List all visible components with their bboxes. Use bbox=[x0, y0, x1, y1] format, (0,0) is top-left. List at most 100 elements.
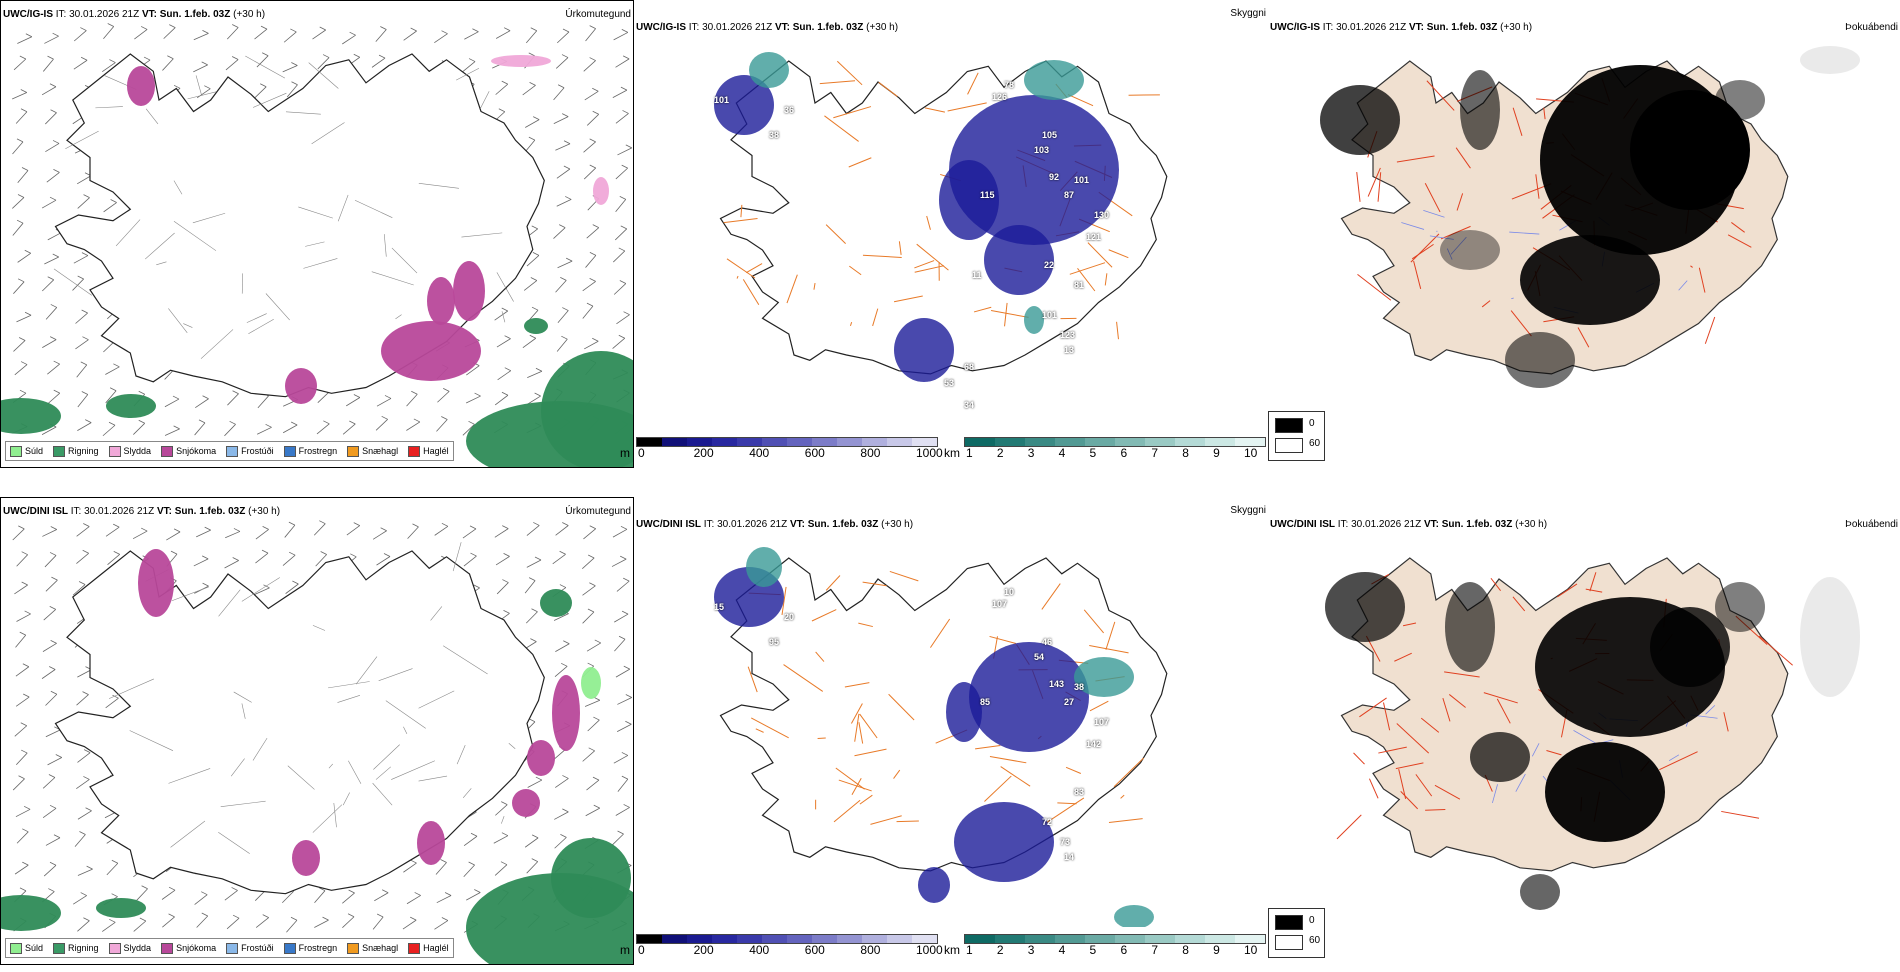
colorbar-tick: 5 bbox=[1090, 943, 1097, 957]
visibility-value-label: 38 bbox=[769, 130, 779, 140]
visibility-value-label: 92 bbox=[1049, 172, 1059, 182]
precip-type-map: UWC/IG-IS IT: 30.01.2026 21Z VT: Sun. 1.… bbox=[0, 0, 634, 468]
road-line bbox=[737, 276, 738, 278]
visibility-value-label: 78 bbox=[1004, 80, 1014, 90]
colorbar-tick: 1000 bbox=[916, 446, 943, 460]
wind-barb bbox=[555, 141, 570, 151]
legend-swatch bbox=[284, 943, 296, 954]
fog-area bbox=[1320, 85, 1400, 155]
fog-area bbox=[1545, 742, 1665, 842]
wind-barb bbox=[225, 558, 239, 569]
visibility-value-label: 105 bbox=[1042, 130, 1057, 140]
wind-barb bbox=[78, 391, 88, 407]
fog-area bbox=[1520, 235, 1660, 325]
colorbar-tick: 1 bbox=[966, 943, 973, 957]
wind-barb bbox=[106, 524, 119, 536]
wind-barb bbox=[523, 335, 536, 347]
wind-barb bbox=[584, 139, 596, 152]
wind-barb bbox=[342, 914, 354, 928]
road-line bbox=[196, 75, 201, 94]
colorbar-unit: km bbox=[944, 446, 960, 460]
wind-barb bbox=[166, 529, 180, 540]
wind-barb bbox=[16, 750, 27, 765]
wind-barb bbox=[616, 56, 630, 67]
colorbar-tick: 600 bbox=[805, 943, 825, 957]
wind-barb bbox=[495, 308, 508, 320]
legend-label: Frostúði bbox=[241, 446, 274, 456]
legend-item: Frostregn bbox=[284, 943, 338, 954]
road-line bbox=[826, 575, 840, 590]
wind-barb bbox=[617, 578, 629, 591]
precip-area bbox=[1, 895, 61, 931]
wind-barb bbox=[257, 53, 268, 67]
wind-barb bbox=[555, 775, 568, 787]
wind-barb bbox=[555, 834, 567, 848]
legend-label: Snjókoma bbox=[176, 446, 216, 456]
precip-area bbox=[1, 398, 61, 434]
legend-swatch bbox=[347, 943, 359, 954]
wind-barb bbox=[614, 611, 628, 622]
precip-area bbox=[96, 898, 146, 918]
wind-barb bbox=[227, 24, 238, 39]
wind-barb bbox=[497, 580, 508, 594]
wind-barb bbox=[284, 29, 296, 42]
colorbar-tick: 1000 bbox=[916, 943, 943, 957]
legend-item: Snjókoma bbox=[161, 446, 216, 457]
wind-barb bbox=[12, 139, 22, 154]
wind-barb bbox=[133, 528, 147, 539]
visibility-value-label: 53 bbox=[944, 378, 954, 388]
wind-barb bbox=[73, 893, 86, 905]
visibility-value-label: 22 bbox=[1044, 260, 1054, 270]
wind-barb bbox=[525, 835, 538, 847]
wind-barb bbox=[16, 664, 29, 676]
wind-barb bbox=[133, 420, 144, 434]
precip-area bbox=[552, 675, 580, 751]
visibility-value-label: 38 bbox=[1074, 682, 1084, 692]
wind-barb bbox=[556, 523, 569, 536]
wind-barb bbox=[526, 609, 537, 623]
wind-barb bbox=[17, 552, 28, 567]
road-line bbox=[1337, 815, 1361, 839]
wind-barb bbox=[13, 776, 24, 790]
wind-barb bbox=[616, 312, 629, 324]
ceiling-area bbox=[894, 318, 954, 382]
wind-barb bbox=[43, 640, 57, 651]
wind-barb bbox=[46, 304, 57, 319]
forecast-row: UWC/IG-IS IT: 30.01.2026 21Z VT: Sun. 1.… bbox=[0, 0, 1900, 475]
wind-barb bbox=[407, 391, 418, 406]
legend-swatch bbox=[226, 943, 238, 954]
wind-barb bbox=[342, 32, 355, 44]
wind-barb bbox=[554, 809, 568, 820]
visibility-value-label: 103 bbox=[1034, 145, 1049, 155]
wind-barb bbox=[13, 220, 23, 235]
wind-barb bbox=[17, 829, 28, 843]
wind-barb bbox=[317, 421, 329, 434]
wind-barb bbox=[16, 109, 27, 124]
visibility-value-label: 83 bbox=[1074, 787, 1084, 797]
wind-barb bbox=[283, 62, 298, 71]
legend-label: Slydda bbox=[124, 446, 152, 456]
road-line bbox=[1369, 779, 1378, 799]
wind-barb bbox=[615, 226, 627, 240]
fog-area bbox=[1470, 732, 1530, 782]
wind-barb bbox=[226, 57, 238, 70]
visibility-value-label: 72 bbox=[1042, 817, 1052, 827]
wind-barb bbox=[107, 860, 118, 875]
wind-barb bbox=[403, 917, 416, 929]
visibility-value-label: 36 bbox=[784, 105, 794, 115]
wind-barb bbox=[78, 808, 92, 819]
legend-swatch bbox=[53, 446, 65, 457]
colorbar-tick: 200 bbox=[694, 943, 714, 957]
road-line bbox=[1117, 322, 1119, 339]
legend-swatch bbox=[161, 943, 173, 954]
ceiling-area bbox=[946, 682, 982, 742]
colorbar-tick: 10 bbox=[1244, 446, 1257, 460]
wind-barb bbox=[434, 31, 447, 43]
wind-barb bbox=[103, 422, 115, 435]
legend-label: Súld bbox=[25, 446, 43, 456]
legend-item: Rigning bbox=[53, 943, 99, 954]
iceland-coastline bbox=[721, 558, 1167, 871]
wind-barb bbox=[43, 56, 53, 71]
wind-barb bbox=[376, 27, 387, 42]
visibility-value-label: 14 bbox=[1064, 852, 1074, 862]
